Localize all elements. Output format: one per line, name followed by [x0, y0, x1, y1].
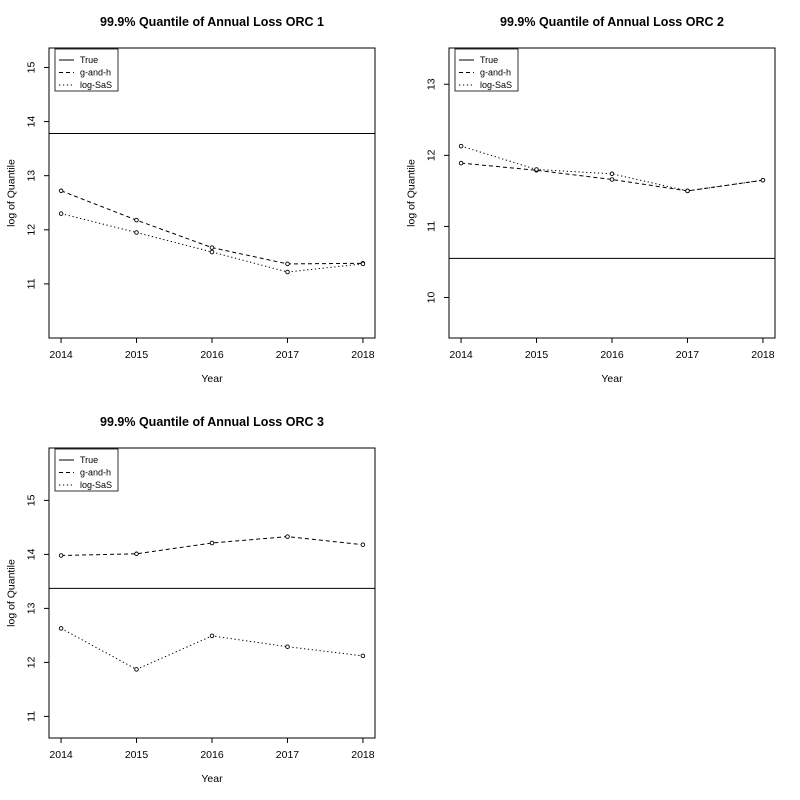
x-tick-label: 2015 [125, 349, 149, 361]
x-tick-label: 2016 [200, 349, 224, 361]
legend-label: g-and-h [480, 68, 511, 78]
x-tick-label: 2017 [276, 749, 300, 761]
x-tick-label: 2015 [525, 349, 549, 361]
chart-panel-orc-2: 99.9% Quantile of Annual Loss ORC 2 2014… [400, 0, 800, 400]
y-axis-label: log of Quantile [6, 559, 18, 627]
data-point-log-SaS [58, 626, 64, 631]
legend-box [54, 48, 119, 92]
x-tick-label: 2018 [751, 349, 775, 361]
legend-label: log-SaS [80, 480, 112, 490]
x-tick-label: 2018 [351, 749, 375, 761]
series-line-g-and-h [61, 536, 363, 556]
legend-box [454, 48, 519, 92]
data-point-log-SaS [134, 667, 139, 672]
y-tick-label: 14 [26, 548, 38, 560]
y-tick-label: 12 [26, 224, 38, 236]
chart-canvas-orc-2: 2014 2015 2016 2017 2018 10 11 12 13 Year log of Q… [406, 47, 776, 385]
y-tick-label: 11 [26, 711, 38, 722]
data-point-log-SaS [760, 177, 766, 183]
data-point-g-and-h [609, 177, 615, 182]
chart-canvas-orc-1: 2014 2015 2016 2017 2018 11 12 13 14 15 Year log of… [6, 47, 376, 385]
y-tick-label: 11 [26, 278, 38, 289]
plot-box [48, 47, 376, 339]
legend-box [54, 448, 119, 492]
data-point-log-SaS [285, 269, 290, 275]
x-tick-label: 2014 [449, 349, 473, 361]
legend-label: True [480, 55, 498, 65]
y-tick-label: 12 [426, 149, 438, 161]
data-point-log-SaS [458, 143, 464, 149]
chart-panel-orc-1: 99.9% Quantile of Annual Loss ORC 1 2014… [0, 0, 400, 400]
chart-title-orc-2: 99.9% Quantile of Annual Loss ORC 2 [500, 15, 724, 29]
legend-label: True [80, 55, 98, 65]
x-axis-label: Year [601, 373, 623, 385]
plot-box [48, 447, 376, 739]
x-tick-label: 2014 [49, 749, 73, 761]
chart-panel-orc-3: 99.9% Quantile of Annual Loss ORC 3 2014… [0, 400, 400, 800]
x-axis-label: Year [201, 773, 223, 785]
y-tick-label: 12 [26, 656, 38, 668]
data-point-log-SaS [609, 171, 615, 177]
legend-label: g-and-h [80, 68, 111, 78]
series-line-log-SaS [60, 213, 363, 273]
x-tick-label: 2017 [276, 349, 300, 361]
series-line-log-SaS [460, 145, 763, 192]
data-point-log-SaS [534, 167, 539, 172]
data-point-log-SaS [360, 653, 366, 659]
x-tick-label: 2016 [600, 349, 624, 361]
data-point-g-and-h [209, 245, 215, 250]
y-tick-label: 11 [426, 221, 438, 232]
chart-title-orc-3: 99.9% Quantile of Annual Loss ORC 3 [100, 415, 324, 429]
data-point-g-and-h [209, 540, 215, 546]
empty-panel [400, 400, 800, 800]
data-point-log-SaS [360, 261, 366, 267]
chart-canvas-orc-3: 2014 2015 2016 2017 2018 11 12 13 14 15 Year log of… [6, 447, 376, 785]
legend-label: log-SaS [480, 80, 512, 90]
y-tick-label: 14 [26, 116, 38, 128]
data-point-g-and-h [285, 534, 290, 539]
legend-label: log-SaS [80, 80, 112, 90]
x-axis-label: Year [201, 373, 223, 385]
data-point-g-and-h [58, 188, 64, 194]
chart-title-orc-1: 99.9% Quantile of Annual Loss ORC 1 [100, 15, 324, 29]
data-point-log-SaS [134, 230, 139, 235]
y-tick-label: 13 [426, 78, 438, 90]
legend-label: g-and-h [80, 468, 111, 478]
y-axis-label: log of Quantile [406, 159, 418, 227]
data-point-g-and-h [134, 217, 139, 223]
data-point-log-SaS [209, 249, 215, 255]
x-tick-label: 2015 [125, 749, 149, 761]
x-tick-label: 2018 [351, 349, 375, 361]
y-tick-label: 13 [26, 170, 38, 182]
plot-box [448, 47, 776, 339]
legend-label: True [80, 455, 98, 465]
y-tick-label: 13 [26, 602, 38, 614]
data-point-log-SaS [285, 644, 290, 649]
data-point-log-SaS [209, 633, 215, 639]
y-tick-label: 15 [26, 494, 38, 506]
series-line-g-and-h [461, 162, 763, 192]
data-point-g-and-h [134, 551, 139, 557]
y-axis-label: log of Quantile [6, 159, 18, 227]
data-point-g-and-h [58, 553, 64, 558]
data-point-g-and-h [360, 542, 366, 547]
y-tick-label: 10 [426, 291, 438, 303]
data-point-g-and-h [458, 160, 464, 166]
x-tick-label: 2017 [676, 349, 700, 361]
x-tick-label: 2016 [200, 749, 224, 761]
data-point-log-SaS [58, 211, 64, 216]
y-tick-label: 15 [26, 61, 38, 73]
data-point-log-SaS [685, 188, 690, 194]
x-tick-label: 2014 [49, 349, 73, 361]
data-point-g-and-h [285, 261, 290, 267]
